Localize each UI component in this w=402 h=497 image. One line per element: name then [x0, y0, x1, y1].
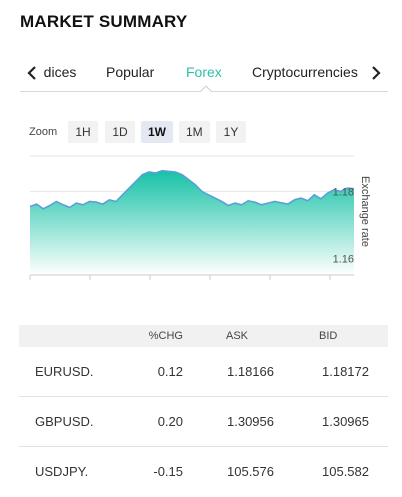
y-axis-title: Exchange rate — [357, 176, 371, 260]
tab-popular[interactable]: Popular — [106, 64, 155, 80]
zoom-label: Zoom — [29, 126, 58, 138]
bid-cell: 105.582 — [322, 464, 369, 479]
zoom-1w-button[interactable]: 1W — [141, 121, 173, 143]
ask-cell: 105.576 — [227, 464, 274, 479]
tab-label: Indices — [44, 64, 77, 80]
table-row[interactable]: USDJPY. -0.15 105.576 105.582 — [19, 447, 388, 497]
symbol-cell: EURUSD. — [35, 364, 94, 379]
zoom-1h-button[interactable]: 1H — [68, 121, 98, 143]
zoom-1d-button[interactable]: 1D — [105, 121, 135, 143]
bid-cell: 1.18172 — [322, 364, 369, 379]
page-title: MARKET SUMMARY — [20, 12, 188, 31]
chg-cell: -0.15 — [153, 464, 183, 479]
chevron-right-icon[interactable] — [368, 64, 384, 82]
y-tick-label: 1.18 — [333, 186, 354, 198]
zoom-1m-button[interactable]: 1M — [179, 121, 210, 143]
active-tab-indicator — [200, 85, 212, 92]
symbol-cell: GBPUSD. — [35, 414, 94, 429]
tab-indices[interactable]: Indices — [44, 64, 98, 80]
chg-cell: 0.20 — [157, 414, 183, 429]
y-tick-label: 1.16 — [333, 253, 354, 265]
y-axis-title-text: Exchange rate — [359, 176, 371, 247]
header-chg: %CHG — [148, 330, 183, 342]
ask-cell: 1.30956 — [227, 414, 274, 429]
header-ask: ASK — [226, 330, 249, 342]
header-bid: BID — [319, 330, 338, 342]
chg-cell: 0.12 — [157, 364, 183, 379]
quotes-table: %CHG ASK BID EURUSD. 0.12 1.18166 1.1817… — [19, 325, 388, 497]
chart-area — [30, 170, 354, 275]
zoom-1y-button[interactable]: 1Y — [216, 121, 246, 143]
table-row[interactable]: GBPUSD. 0.20 1.30956 1.30965 — [19, 397, 388, 447]
chart-line — [29, 169, 355, 210]
table-row[interactable]: EURUSD. 0.12 1.18166 1.18172 — [19, 347, 388, 397]
exchange-rate-chart[interactable]: 1.16 1.18 — [0, 150, 402, 290]
chevron-left-icon[interactable] — [24, 64, 40, 82]
table-header: %CHG ASK BID — [19, 325, 388, 347]
tab-forex[interactable]: Forex — [186, 64, 222, 80]
chart-canvas: 1.16 1.18 — [29, 155, 355, 280]
bid-cell: 1.30965 — [322, 414, 369, 429]
ask-cell: 1.18166 — [227, 364, 274, 379]
market-tabs: Indices Popular Forex Cryptocurrencies — [20, 58, 388, 92]
symbol-cell: USDJPY. — [35, 464, 89, 479]
tab-cryptocurrencies[interactable]: Cryptocurrencies — [252, 64, 358, 80]
